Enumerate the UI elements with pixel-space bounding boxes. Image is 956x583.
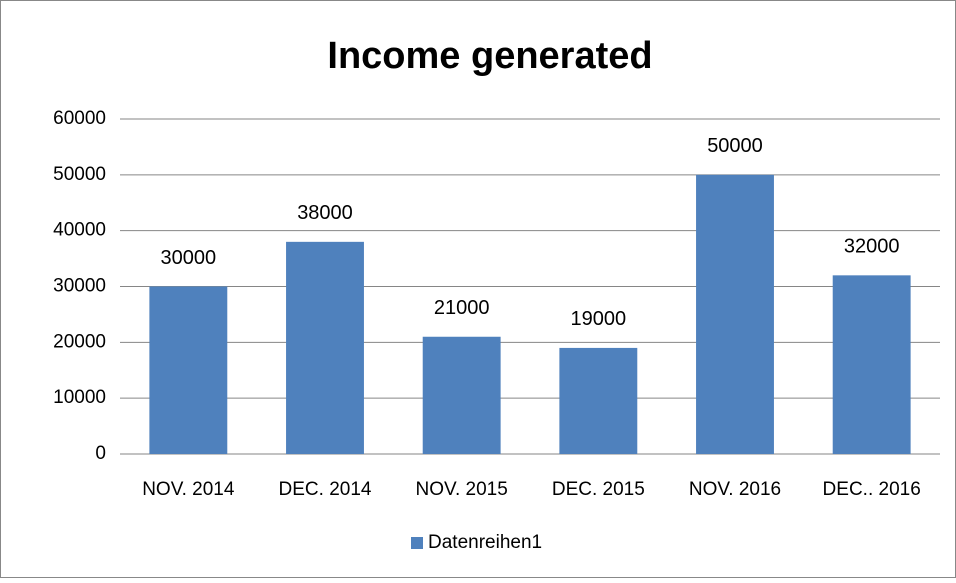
y-tick-label: 10000 [53, 387, 106, 408]
bar [696, 174, 774, 455]
y-tick-label: 50000 [53, 164, 106, 185]
data-label: 32000 [844, 236, 900, 258]
y-tick-label: 60000 [53, 108, 106, 129]
legend-label: Datenreihen1 [428, 532, 542, 553]
y-tick-label: 0 [95, 443, 106, 464]
bar [149, 286, 228, 454]
data-label: 30000 [161, 247, 217, 269]
bar [286, 241, 364, 454]
x-tick-label: NOV. 2014 [142, 479, 235, 500]
data-label: 38000 [297, 202, 353, 224]
data-label: 19000 [571, 308, 627, 330]
y-tick-label: 20000 [53, 331, 106, 352]
bar [422, 336, 501, 454]
chart-title: Income generated [327, 35, 652, 77]
bar [559, 347, 638, 454]
data-label: 50000 [707, 135, 763, 157]
legend-swatch [411, 537, 423, 549]
x-tick-label: DEC. 2015 [552, 479, 645, 500]
y-tick-label: 40000 [53, 220, 106, 241]
x-tick-label: NOV. 2015 [416, 479, 508, 500]
data-label: 21000 [434, 297, 490, 319]
x-tick-label: DEC. 2014 [279, 479, 372, 500]
bar [832, 275, 911, 454]
x-tick-label: DEC.. 2016 [823, 479, 921, 500]
x-tick-label: NOV. 2016 [689, 479, 781, 500]
y-tick-label: 30000 [53, 276, 106, 297]
